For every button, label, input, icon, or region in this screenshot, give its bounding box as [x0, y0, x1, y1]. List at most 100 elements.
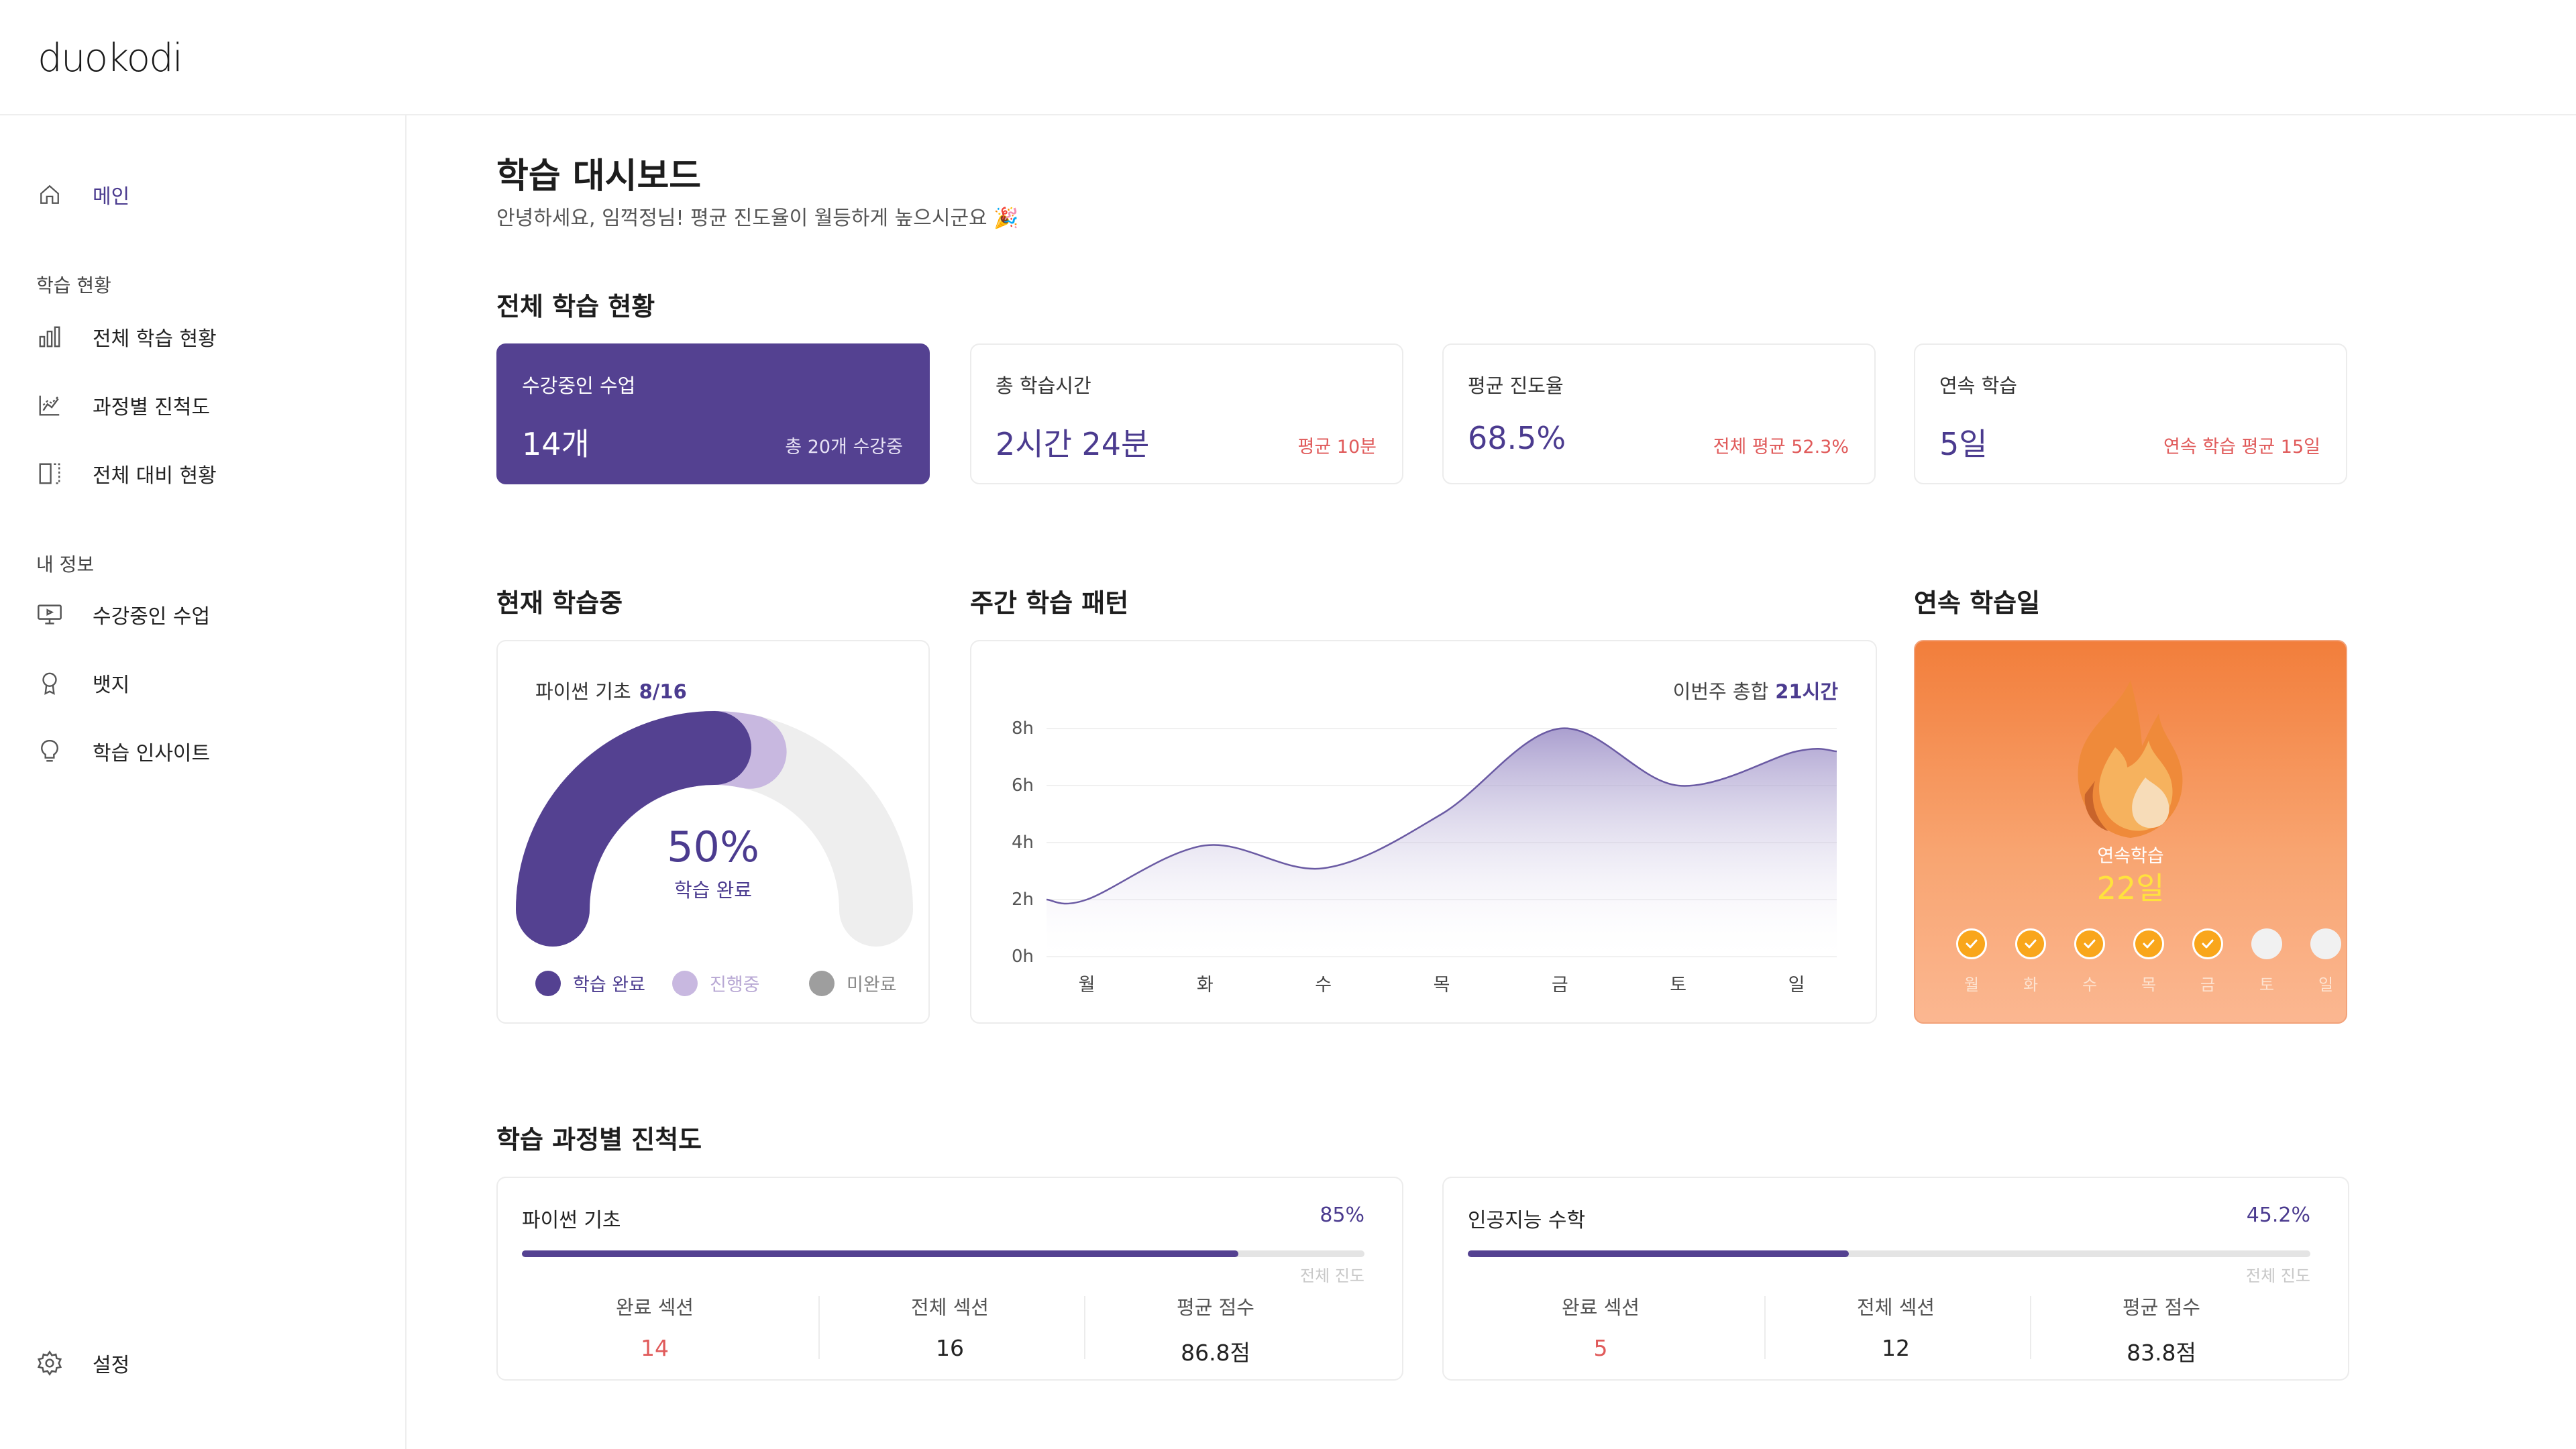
stat-card-streak[interactable]: 연속 학습 5일 연속 학습 평균 15일 — [1914, 343, 2347, 484]
weekly-total-label: 이번주 총합 — [1672, 680, 1769, 703]
total-sections: 전체 섹션 12 — [1763, 1292, 2029, 1361]
completed-sections: 완료 섹션 5 — [1468, 1292, 1733, 1361]
stat-value: 14개 — [522, 426, 590, 462]
legend-in-progress: 진행중 — [672, 970, 760, 996]
stat-label: 완료 섹션 — [616, 1296, 694, 1319]
legend-dot — [809, 970, 835, 996]
divider — [1084, 1296, 1085, 1359]
course-card-python[interactable]: 파이썬 기초 85% 전체 진도 완료 섹션 14 전체 섹션 16 평균 점수… — [496, 1177, 1403, 1381]
sidebar-item-comparison[interactable]: 전체 대비 현황 — [34, 453, 217, 494]
legend-label: 미완료 — [847, 975, 897, 996]
day-label: 목 — [2141, 975, 2157, 994]
stat-note: 전체 평균 52.3% — [1713, 437, 1849, 458]
sidebar-item-label: 설정 — [93, 1354, 130, 1377]
legend-dot — [535, 970, 561, 996]
sidebar-item-label: 뱃지 — [93, 674, 130, 697]
course-percent: 85% — [1320, 1203, 1364, 1227]
stat-label: 전체 섹션 — [911, 1296, 989, 1319]
main-content: 학습 대시보드 안녕하세요, 임꺽정님! 평균 진도율이 월등하게 높으시군요 … — [407, 115, 2576, 1449]
fire-icon — [2078, 680, 2183, 838]
weekly-section-title: 주간 학습 패턴 — [970, 588, 1129, 618]
current-learning-panel: 파이썬 기초 8/16 50% 학습 완료 학습 완료 진행중 미완료 — [496, 640, 930, 1024]
logo[interactable]: duokodi — [38, 35, 183, 80]
day-label: 토 — [2259, 975, 2275, 994]
sidebar-item-settings[interactable]: 설정 — [34, 1343, 129, 1383]
stat-value: 5일 — [1939, 426, 1988, 462]
sidebar-item-badges[interactable]: 뱃지 — [34, 663, 129, 703]
weekly-area-chart — [1046, 727, 1837, 957]
streak-days: 22일 — [2096, 870, 2165, 906]
stat-note: 평균 10분 — [1297, 437, 1377, 458]
stat-label: 평균 점수 — [2123, 1296, 2200, 1319]
current-course-title: 파이썬 기초 8/16 — [535, 676, 687, 704]
sidebar-item-label: 수강중인 수업 — [93, 605, 211, 629]
stat-label: 전체 섹션 — [1857, 1296, 1935, 1319]
x-tick-label: 목 — [1433, 975, 1450, 996]
sidebar-item-overall-status[interactable]: 전체 학습 현황 — [34, 317, 217, 357]
day-label: 수 — [2082, 975, 2098, 994]
stat-value: 14 — [641, 1335, 669, 1361]
stat-value: 5 — [1593, 1335, 1608, 1361]
badge-icon — [34, 667, 66, 699]
weekly-pattern-panel: 이번주 총합 21시간 0h 2h 4h 6h 8h 월 화 수 목 금 토 일 — [970, 640, 1877, 1024]
y-tick-label: 2h — [1012, 890, 1034, 910]
sidebar-section-info: 내 정보 — [36, 553, 95, 576]
stat-label: 평균 점수 — [1177, 1296, 1254, 1319]
divider — [2030, 1296, 2031, 1359]
course-percent: 45.2% — [2246, 1203, 2310, 1227]
weekly-total-value: 21시간 — [1775, 680, 1838, 703]
gauge-caption: 학습 완료 — [674, 879, 752, 902]
page-title: 학습 대시보드 — [496, 156, 702, 197]
course-name: 파이썬 기초 — [522, 1209, 621, 1232]
streak-section-title: 연속 학습일 — [1914, 588, 2041, 618]
streak-label: 연속학습 — [2097, 846, 2164, 867]
streak-panel-content: 연속학습 22일 월 화 수 목 금 토 일 — [1914, 640, 2347, 1024]
day-label: 월 — [1964, 975, 1980, 994]
stat-label: 평균 진도율 — [1468, 374, 1564, 397]
sidebar-item-main[interactable]: 메인 — [34, 174, 129, 215]
gear-icon — [34, 1347, 66, 1379]
progress-caption: 전체 진도 — [2246, 1267, 2310, 1285]
day-done-icon — [2074, 928, 2105, 959]
area-fill — [1046, 728, 1837, 957]
sidebar-item-label: 전체 대비 현황 — [93, 464, 217, 488]
current-course-name: 파이썬 기초 — [535, 680, 631, 703]
sidebar-item-enrolled-classes[interactable]: 수강중인 수업 — [34, 594, 210, 635]
total-sections: 전체 섹션 16 — [817, 1292, 1083, 1361]
day-pending-icon — [2251, 928, 2282, 959]
sidebar-item-label: 학습 인사이트 — [93, 742, 211, 765]
day-label: 금 — [2200, 975, 2216, 994]
course-card-ai-math[interactable]: 인공지능 수학 45.2% 전체 진도 완료 섹션 5 전체 섹션 12 평균 … — [1442, 1177, 2349, 1381]
current-section-title: 현재 학습중 — [496, 588, 623, 618]
progress-fill — [1468, 1250, 1849, 1257]
weekly-total: 이번주 총합 21시간 — [1673, 676, 1838, 704]
progress-fill — [522, 1250, 1238, 1257]
current-course-progress: 8/16 — [639, 680, 687, 703]
x-tick-label: 수 — [1315, 975, 1332, 996]
day-pending-icon — [2310, 928, 2341, 959]
stat-card-avg-progress[interactable]: 평균 진도율 68.5% 전체 평균 52.3% — [1442, 343, 1876, 484]
overview-section-title: 전체 학습 현황 — [496, 292, 655, 321]
course-name: 인공지능 수학 — [1468, 1209, 1586, 1232]
stat-card-enrolled[interactable]: 수강중인 수업 14개 총 20개 수강중 — [496, 343, 930, 484]
legend-label: 학습 완료 — [573, 975, 645, 996]
legend-dot — [672, 970, 698, 996]
divider — [818, 1296, 820, 1359]
top-bar: duokodi — [0, 0, 2576, 115]
area-line — [1046, 727, 1837, 905]
sidebar-item-label: 전체 학습 현황 — [93, 327, 217, 351]
gauge-percent: 50% — [667, 822, 759, 871]
sidebar-item-course-progress[interactable]: 과정별 진척도 — [34, 385, 210, 425]
stat-value: 12 — [1882, 1335, 1910, 1361]
day-done-icon — [2015, 928, 2046, 959]
stat-value: 2시간 24분 — [996, 426, 1150, 462]
sidebar-item-insights[interactable]: 학습 인사이트 — [34, 731, 210, 771]
x-tick-label: 화 — [1196, 975, 1214, 996]
page-subtitle: 안녕하세요, 임꺽정님! 평균 진도율이 월등하게 높으시군요 🎉 — [496, 207, 1019, 230]
legend-completed: 학습 완료 — [535, 970, 645, 996]
progress-caption: 전체 진도 — [1300, 1267, 1364, 1285]
x-tick-label: 월 — [1078, 975, 1095, 996]
stat-label: 완료 섹션 — [1562, 1296, 1640, 1319]
stat-card-study-time[interactable]: 총 학습시간 2시간 24분 평균 10분 — [970, 343, 1403, 484]
sidebar: 메인 학습 현황 전체 학습 현황 과정별 진척도 전체 대비 현황 내 정보 … — [0, 115, 407, 1449]
